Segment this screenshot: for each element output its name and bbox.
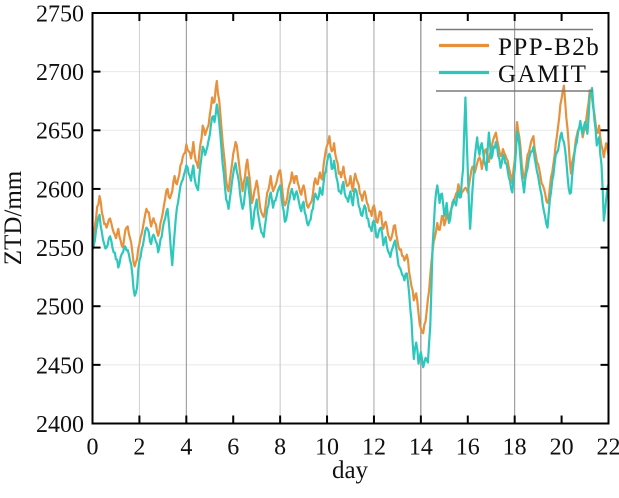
x-tick-label: 0 bbox=[87, 434, 99, 460]
x-tick-label: 4 bbox=[180, 434, 192, 460]
series-line-gamit bbox=[91, 86, 610, 369]
x-tick-label: 12 bbox=[362, 434, 386, 460]
x-tick-label: 6 bbox=[227, 434, 239, 460]
legend-label-ppp-b2b: PPP-B2b bbox=[498, 34, 600, 61]
y-tick-label: 2450 bbox=[36, 353, 84, 379]
grid-lines bbox=[92, 13, 609, 424]
x-axis-title: day bbox=[332, 457, 369, 484]
x-tick-label: 16 bbox=[456, 434, 480, 460]
x-tick-label: 10 bbox=[315, 434, 339, 460]
legend: PPP-B2b GAMIT bbox=[436, 28, 600, 92]
y-tick-label: 2550 bbox=[36, 236, 84, 262]
data-series bbox=[91, 79, 610, 369]
y-tick-label: 2650 bbox=[36, 119, 84, 145]
series-line-ppp-b2b bbox=[91, 79, 610, 335]
x-tick-label: 20 bbox=[550, 434, 574, 460]
legend-label-gamit: GAMIT bbox=[498, 61, 587, 88]
tick-labels: 0 2 4 6 8 10 12 14 16 18 20 22 2400 2450 2500 2550 2600 2… bbox=[36, 1, 619, 460]
y-tick-label: 2500 bbox=[36, 295, 84, 321]
x-tick-label: 2 bbox=[133, 434, 145, 460]
y-tick-label: 2400 bbox=[36, 412, 84, 438]
x-tick-label: 14 bbox=[409, 434, 433, 460]
axes-and-ticks bbox=[91, 12, 610, 425]
x-tick-label: 8 bbox=[274, 434, 286, 460]
x-tick-label: 22 bbox=[597, 434, 619, 460]
y-tick-label: 2600 bbox=[36, 177, 84, 203]
x-tick-label: 18 bbox=[503, 434, 527, 460]
y-tick-label: 2750 bbox=[36, 1, 84, 27]
y-tick-label: 2700 bbox=[36, 60, 84, 86]
y-axis-title: ZTD/mm bbox=[0, 170, 27, 265]
plot-border bbox=[91, 12, 610, 425]
